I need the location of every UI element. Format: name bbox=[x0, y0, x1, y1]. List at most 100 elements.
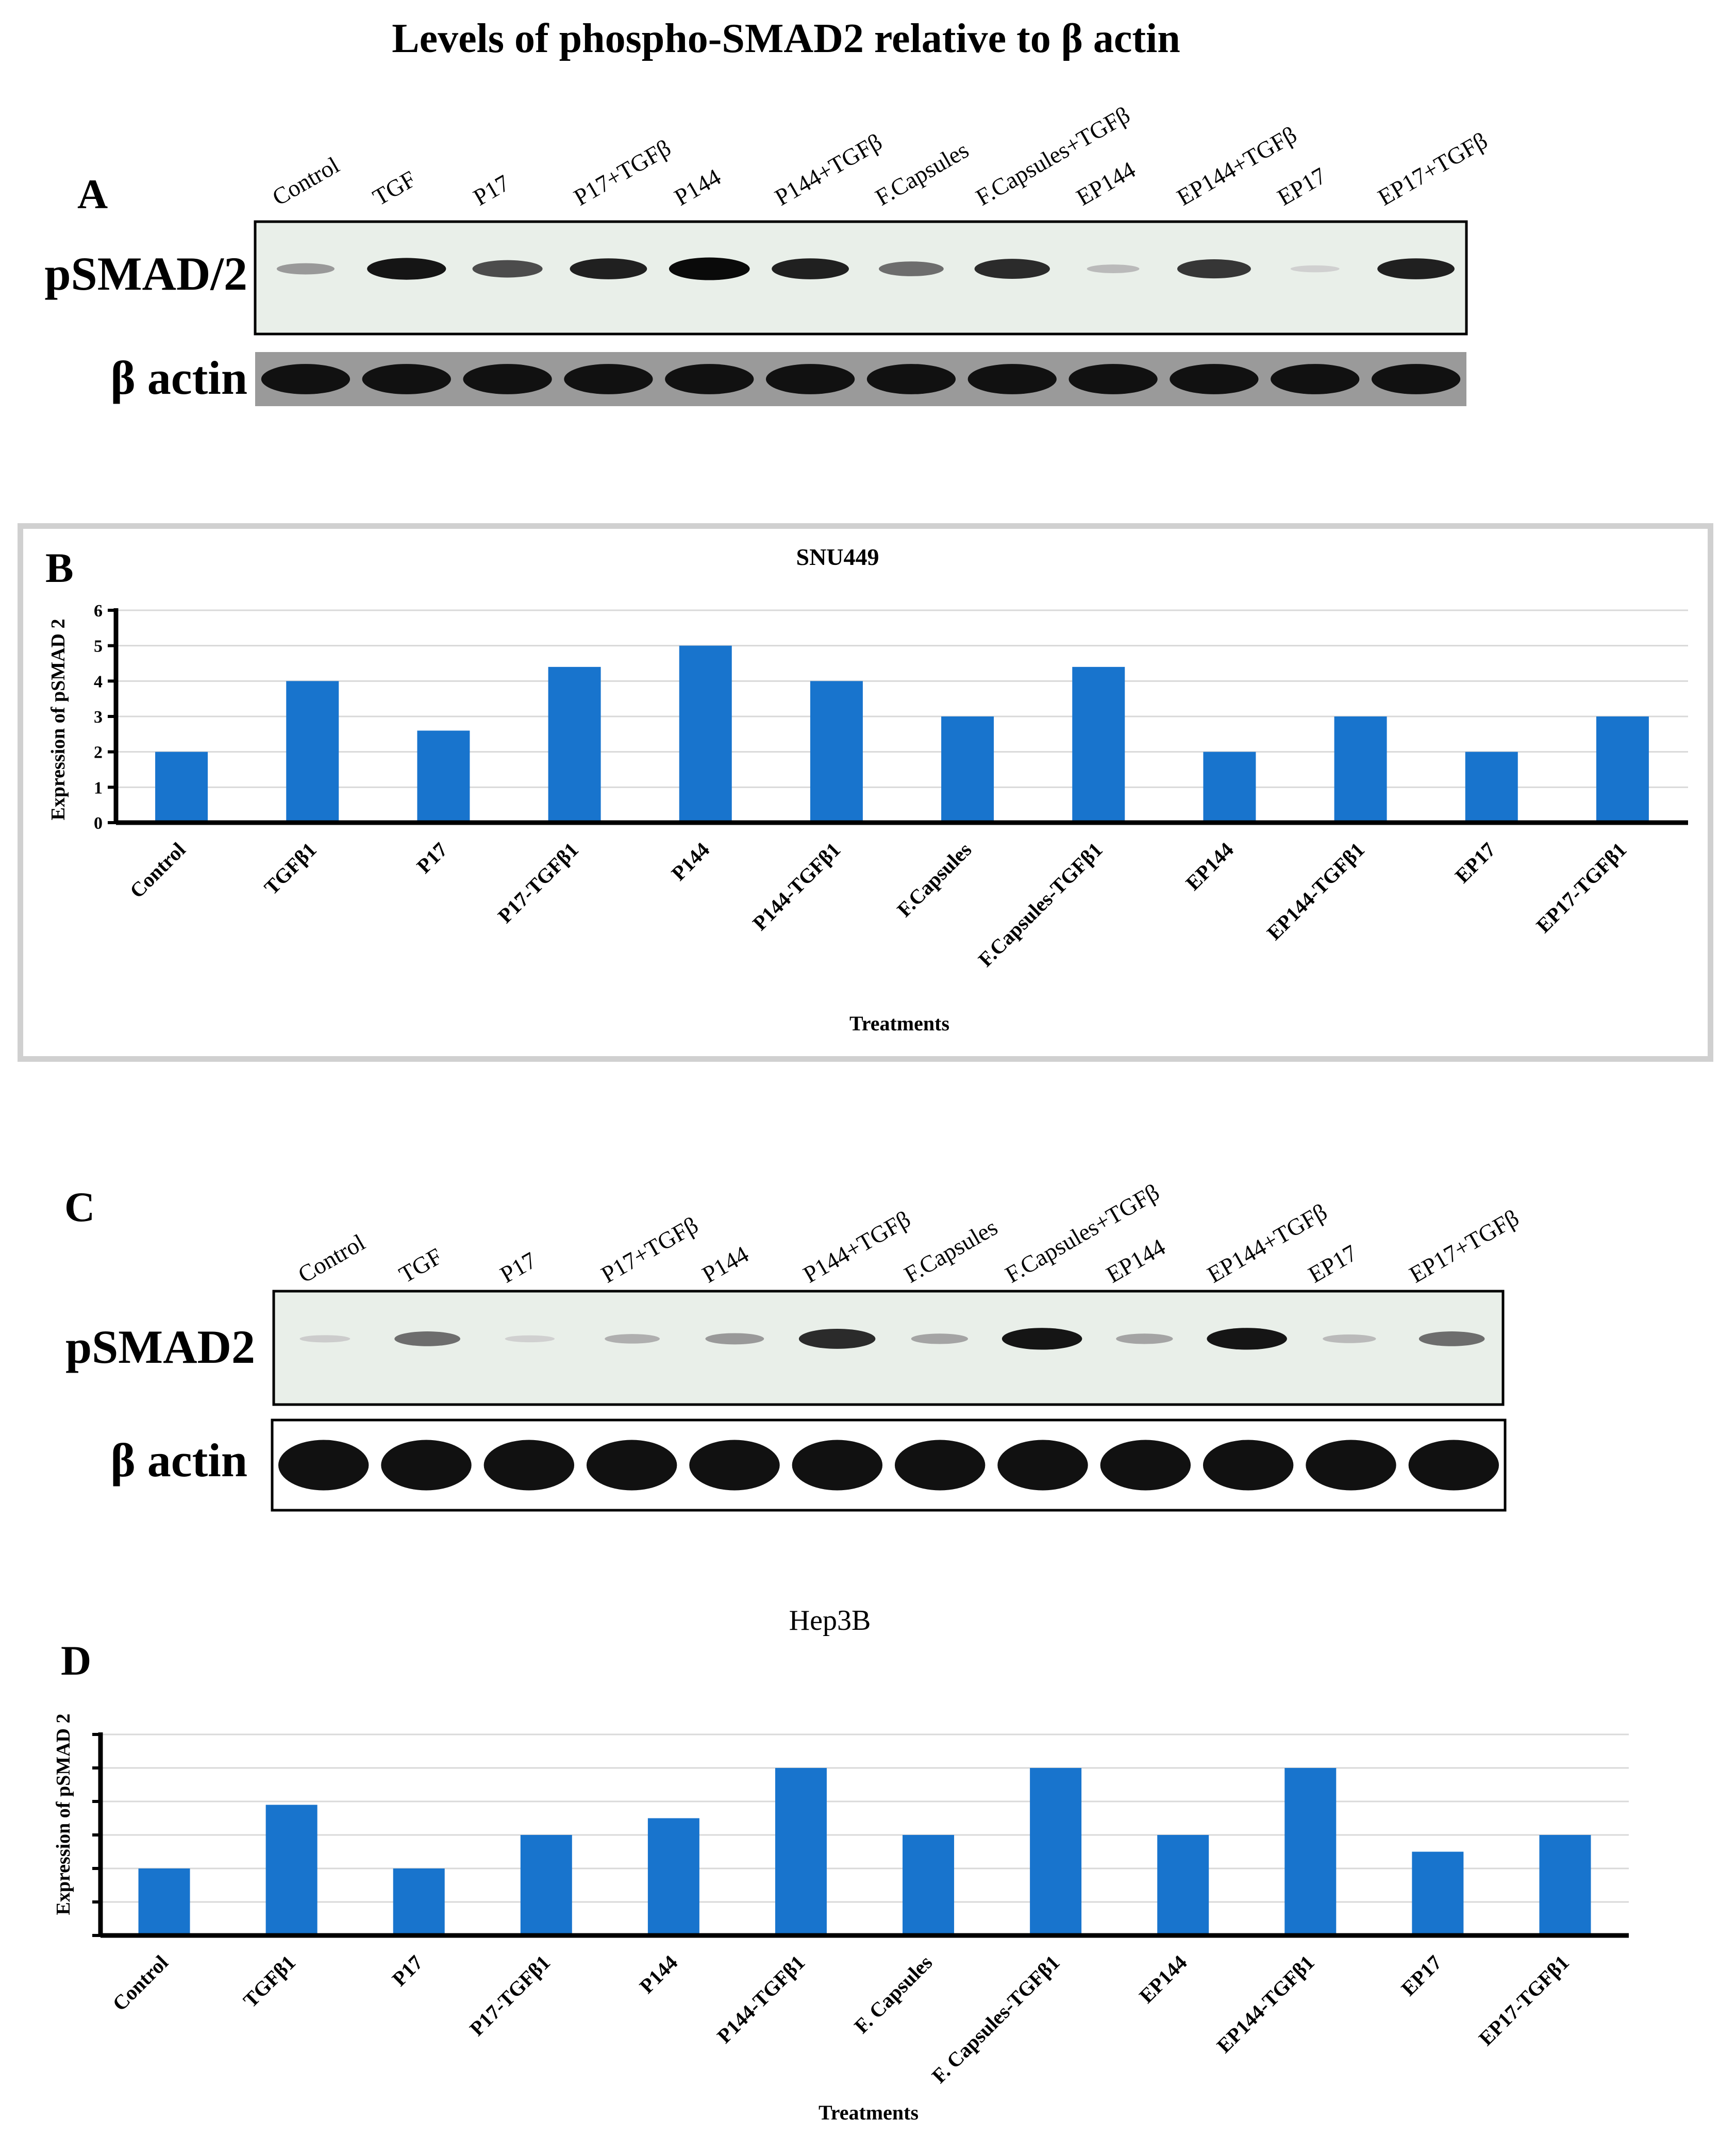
target-band bbox=[1418, 1331, 1485, 1346]
lane-label: P17 bbox=[496, 1247, 541, 1288]
lane-label: EP17+TGFβ bbox=[1374, 127, 1492, 211]
lane-label: TGF bbox=[395, 1243, 447, 1288]
x-tick-label: P144-TGFβ1 bbox=[748, 838, 845, 935]
bar bbox=[417, 730, 470, 823]
x-tick-label: F. Capsules bbox=[849, 1951, 937, 2038]
target-band bbox=[1177, 259, 1251, 279]
lane-label: TGF bbox=[369, 165, 421, 211]
y-tick-label: 6 bbox=[94, 602, 103, 621]
panel-c-letter: C bbox=[64, 1183, 95, 1230]
panel-d-bar-chart: Hep3B Control TGFβ1 P17 P17-TGFβ1 P144 P144-TG… bbox=[53, 1605, 1629, 2124]
bar bbox=[1539, 1835, 1591, 1935]
loading-band bbox=[1408, 1440, 1499, 1491]
loading-band bbox=[564, 364, 653, 394]
bar bbox=[265, 1805, 318, 1935]
target-band bbox=[974, 259, 1050, 279]
bar bbox=[1465, 752, 1518, 823]
lane-label: P144 bbox=[670, 163, 725, 210]
x-tick-label: F.Capsules bbox=[892, 838, 976, 922]
figure-title: Levels of phospho-SMAD2 relative to β ac… bbox=[392, 16, 1180, 61]
bar bbox=[1334, 716, 1387, 823]
y-tick-label: 4 bbox=[94, 672, 103, 691]
x-tick-label: EP17 bbox=[1450, 838, 1500, 888]
bar bbox=[647, 1818, 699, 1935]
target-band bbox=[1290, 265, 1340, 273]
y-tick-label: 2 bbox=[94, 743, 103, 762]
target-band bbox=[669, 257, 750, 280]
loading-band bbox=[362, 364, 451, 394]
lane-label: F.Capsules bbox=[900, 1214, 1002, 1288]
lane-label: P17+TGFβ bbox=[570, 135, 675, 211]
target-band bbox=[1001, 1328, 1082, 1350]
panel-c-target-label: pSMAD2 bbox=[65, 1321, 255, 1373]
bar bbox=[1072, 666, 1125, 823]
lane-label: Control bbox=[294, 1229, 370, 1288]
x-tick-label: EP144-TGFβ1 bbox=[1212, 1951, 1319, 2058]
loading-band bbox=[1203, 1440, 1294, 1491]
panel-d-letter: D bbox=[61, 1637, 92, 1684]
bar bbox=[1203, 752, 1256, 823]
loading-blot-strip bbox=[255, 352, 1466, 406]
loading-band bbox=[381, 1440, 472, 1491]
target-band bbox=[879, 261, 944, 276]
panel-a-letter: A bbox=[77, 171, 108, 218]
bar bbox=[155, 752, 208, 823]
target-band bbox=[705, 1333, 764, 1345]
target-band bbox=[276, 263, 335, 275]
x-tick-label: EP144 bbox=[1181, 838, 1238, 895]
panel-c-loading-label: β actin bbox=[110, 1434, 247, 1487]
x-tick-label: EP144 bbox=[1134, 1951, 1191, 2008]
loading-band bbox=[1271, 364, 1360, 394]
loading-band bbox=[1069, 364, 1158, 394]
loading-band bbox=[261, 364, 350, 394]
bar bbox=[903, 1835, 955, 1935]
target-band bbox=[505, 1335, 555, 1343]
x-tick-label: Control bbox=[108, 1951, 173, 2016]
bar bbox=[393, 1868, 445, 1935]
target-band bbox=[1087, 264, 1140, 273]
loading-band bbox=[689, 1440, 780, 1491]
bar bbox=[1596, 716, 1649, 823]
x-tick-label: F. Capsules-TGFβ1 bbox=[927, 1951, 1064, 2088]
target-blot-strip bbox=[272, 1290, 1505, 1406]
target-band bbox=[1377, 258, 1455, 279]
x-tick-label: P17-TGFβ1 bbox=[493, 838, 583, 928]
loading-band bbox=[866, 364, 956, 394]
panel-a-loading-label: β actin bbox=[110, 352, 247, 404]
loading-band bbox=[278, 1440, 369, 1491]
target-band bbox=[1116, 1333, 1173, 1344]
panel-c-western-blot bbox=[271, 1290, 1507, 1512]
target-band bbox=[1323, 1334, 1376, 1343]
loading-band bbox=[792, 1440, 883, 1491]
lane-label: P17 bbox=[469, 170, 514, 211]
loading-band bbox=[997, 1440, 1088, 1491]
loading-band bbox=[1306, 1440, 1396, 1491]
bar bbox=[679, 645, 732, 823]
target-band bbox=[772, 258, 849, 279]
loading-band bbox=[665, 364, 754, 394]
bar bbox=[286, 681, 339, 823]
loading-band bbox=[483, 1440, 575, 1491]
panel-a-western-blot bbox=[254, 220, 1468, 406]
bar bbox=[548, 666, 601, 823]
loading-band bbox=[765, 364, 855, 394]
target-band bbox=[394, 1331, 460, 1346]
lane-label: P17+TGFβ bbox=[597, 1212, 703, 1288]
bar bbox=[1030, 1768, 1082, 1935]
panel-b-bar-chart: SNU449 0 1 2 3 4 5 6 Control TGFβ1 P17 P17-TGFβ1 P14… bbox=[47, 544, 1688, 1035]
x-axis-title: Treatments bbox=[819, 2101, 919, 2124]
target-band bbox=[605, 1334, 660, 1344]
x-tick-label: F.Capsules-TGFβ1 bbox=[974, 838, 1107, 972]
bar bbox=[810, 681, 863, 823]
target-band bbox=[1207, 1328, 1287, 1350]
x-tick-label: TGFβ1 bbox=[239, 1951, 300, 2012]
bar bbox=[138, 1868, 190, 1935]
lane-label: EP17 bbox=[1273, 162, 1331, 211]
y-axis-title: Expression of pSMAD 2 bbox=[47, 619, 69, 821]
target-band bbox=[367, 258, 446, 280]
lane-label: P144 bbox=[698, 1241, 753, 1288]
loading-blot-strip bbox=[271, 1418, 1507, 1512]
bar bbox=[1157, 1835, 1209, 1935]
